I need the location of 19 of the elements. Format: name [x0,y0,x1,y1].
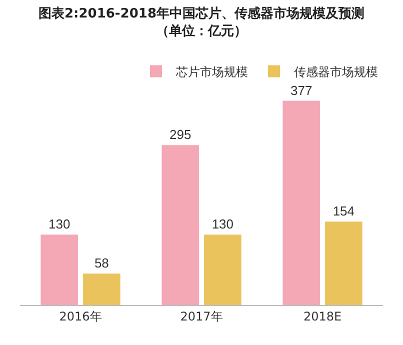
bar [282,100,320,305]
data-label: 130 [48,216,70,232]
data-label: 377 [290,82,312,98]
data-label: 295 [169,127,192,142]
legend-label: 传感器市场规模 [294,64,378,79]
x-tick-label: 2017年 [180,309,223,324]
bar [40,234,78,305]
data-label: 58 [94,256,109,271]
bar [83,274,120,305]
bar [325,222,362,305]
chart-title: 图表2:2016-2018年中国芯片、传感器市场规模及预测 [38,6,365,22]
x-tick-label: 2018E [303,309,342,324]
bar [162,145,199,305]
bar [204,234,242,305]
x-tick-label: 2016年 [59,309,102,324]
data-label: 130 [212,216,234,232]
chart-subtitle: （单位：亿元） [156,23,247,39]
legend-label: 芯片市场规模 [175,64,248,79]
data-label: 154 [332,204,355,219]
